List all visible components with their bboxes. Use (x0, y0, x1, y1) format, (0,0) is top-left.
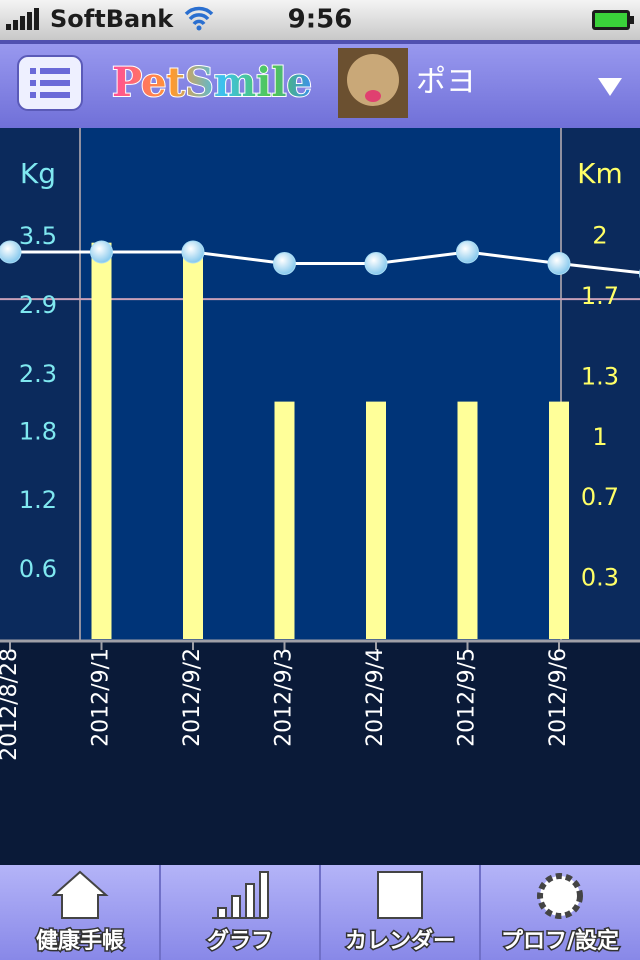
weight-marker (456, 240, 479, 264)
weight-marker (0, 240, 22, 264)
pet-photo-face (347, 54, 399, 106)
y2-tick-label: 1 (592, 423, 607, 451)
tabs: 健康手帳 グラフ カレンダー プロフ/設定 (34, 865, 621, 960)
x-tick-label: 2012/9/3 (272, 648, 297, 747)
signal-icon (6, 8, 39, 30)
weight-marker (364, 252, 388, 276)
pet-photo-tongue (365, 90, 381, 102)
x-tick-label: 2012/9/5 (455, 648, 480, 747)
battery-level (595, 13, 627, 27)
tab[interactable]: 健康手帳 (34, 870, 126, 956)
tab[interactable]: プロフ/設定 (479, 865, 621, 960)
tab-label: カレンダー (345, 928, 455, 954)
x-tick-label: 2012/8/28 (0, 648, 22, 761)
header (0, 40, 640, 128)
wifi-dot (196, 25, 202, 31)
axis-labels: 3.5 2.9 2.3 1.8 1.2 0.6 2 1.7 1.3 1 0.7 0.3 2012/8/2… (0, 222, 619, 761)
wifi-icon (184, 6, 214, 26)
tab[interactable]: カレンダー (319, 865, 457, 960)
weight-marker (90, 240, 113, 264)
plot-background (80, 128, 560, 640)
x-tick-label: 2012/9/6 (546, 648, 571, 747)
plot (0, 240, 640, 640)
y-tick-label: 2.3 (19, 360, 57, 388)
tab[interactable]: グラフ (159, 865, 275, 960)
battery-tip (630, 16, 634, 24)
tab-label: グラフ (207, 928, 273, 954)
y2-axis-title: Km (577, 157, 623, 190)
y2-tick-label: 1.7 (581, 282, 619, 310)
carrier: SoftBank (50, 5, 174, 33)
calendar-icon (377, 871, 423, 919)
y2-tick-label: 0.3 (581, 564, 619, 592)
weight-marker (273, 252, 296, 276)
y-tick-label: 1.2 (19, 486, 57, 514)
weight-marker (547, 252, 571, 276)
status-bar (0, 0, 640, 40)
x-tick-label: 2012/9/4 (363, 648, 388, 747)
distance-bar (91, 242, 112, 640)
home-icon (51, 870, 109, 919)
tab-label: 健康手帳 (36, 928, 124, 954)
y-tick-label: 1.8 (19, 417, 57, 445)
y-tick-label: 2.9 (19, 291, 57, 319)
weight-marker (181, 240, 205, 264)
dropdown-arrow[interactable] (598, 78, 622, 96)
distance-bar (366, 401, 386, 639)
y2-tick-label: 2 (592, 222, 607, 250)
y-tick-label: 3.5 (19, 222, 57, 250)
logo: PetSmile (112, 59, 312, 106)
x-tick-label: 2012/9/1 (89, 648, 114, 747)
distance-bar (183, 256, 203, 639)
graph-icon (212, 871, 269, 919)
y2-tick-label: 0.7 (581, 483, 619, 511)
tab-label: プロフ/設定 (501, 928, 619, 954)
label-area (0, 640, 640, 865)
distance-bar (457, 401, 478, 639)
y-axis-title: Kg (20, 157, 56, 190)
weight-line (10, 250, 640, 275)
y2-tick-label: 1.3 (581, 362, 619, 390)
distance-bar (549, 401, 569, 639)
clock: 9:56 (288, 5, 353, 35)
header-border (0, 40, 640, 44)
y-tick-label: 0.6 (19, 555, 57, 583)
menu-icon (30, 68, 70, 98)
x-tick-label: 2012/9/2 (180, 648, 205, 747)
distance-bar (274, 401, 295, 639)
pet-name[interactable]: ポヨ (416, 65, 476, 100)
settings-icon (537, 873, 583, 919)
